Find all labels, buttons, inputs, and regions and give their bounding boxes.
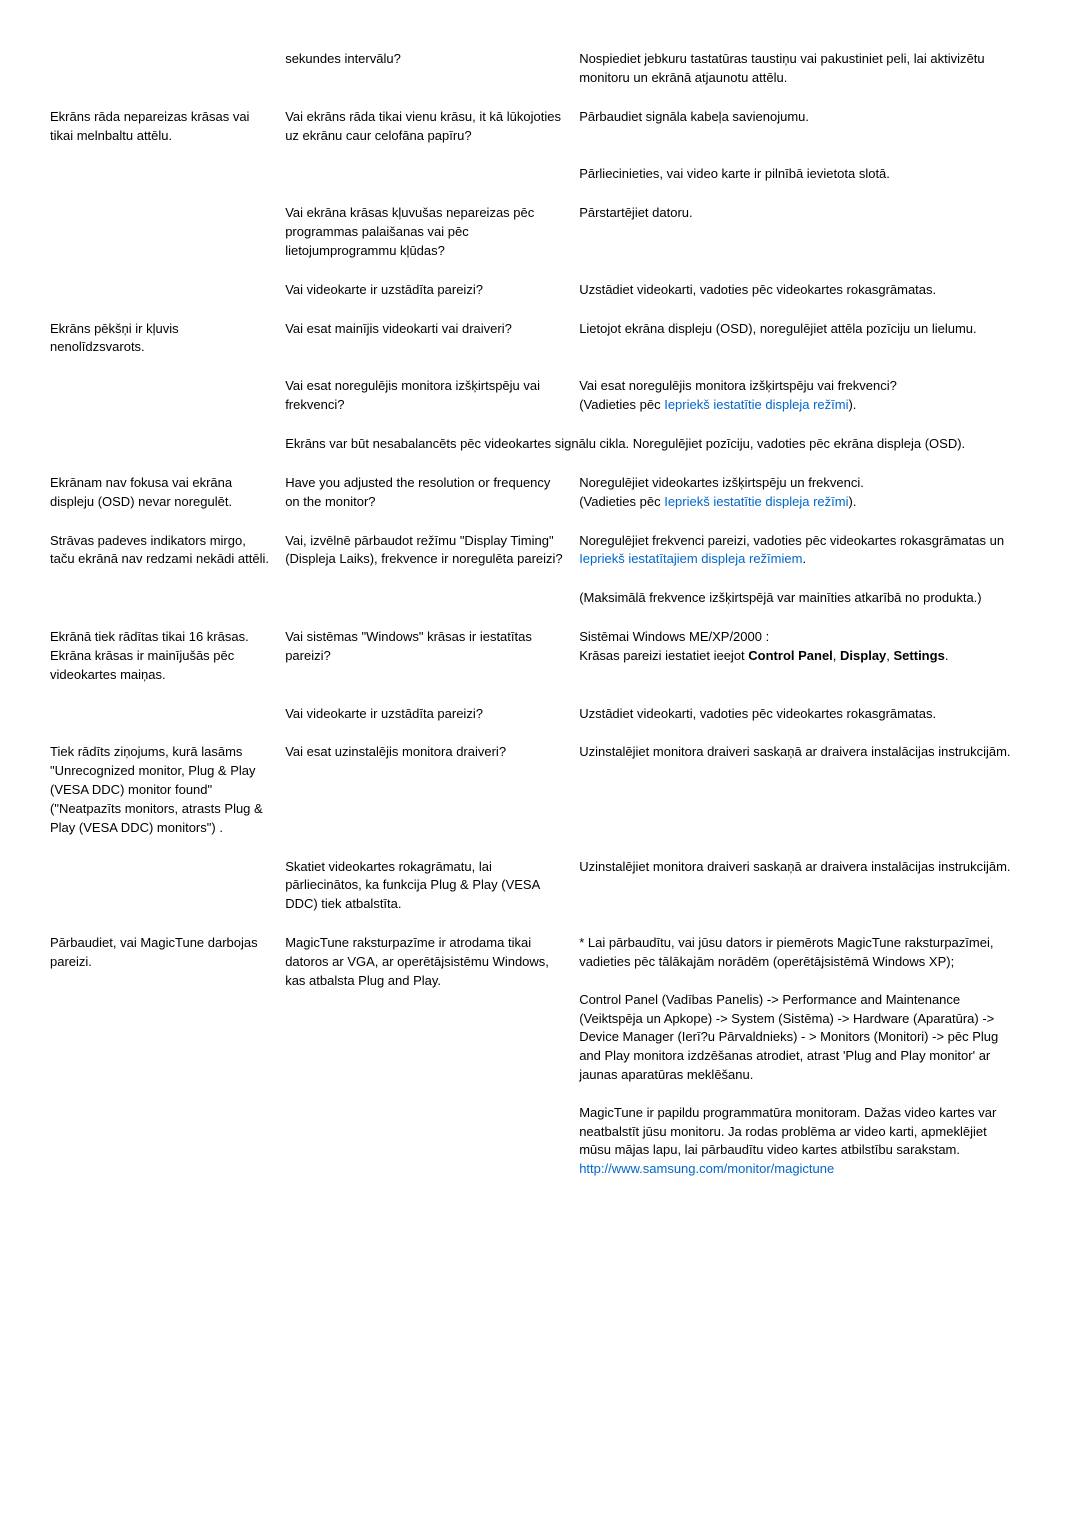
symptom-cell: Strāvas padeves indikators mirgo, taču e… — [50, 522, 285, 580]
solution-cell: * Lai pārbaudītu, vai jūsu dators ir pie… — [579, 924, 1030, 1189]
symptom-cell — [50, 194, 285, 271]
check-cell: Vai esat uzinstalējis monitora draiveri? — [285, 733, 579, 847]
symptom-cell — [50, 579, 285, 618]
symptom-cell — [50, 271, 285, 310]
solution-cell: Uzinstalējiet monitora draiveri saskaņā … — [579, 848, 1030, 925]
table-row: (Maksimālā frekvence izšķirtspējā var ma… — [50, 579, 1030, 618]
symptom-cell: Ekrāns rāda nepareizas krāsas vai tikai … — [50, 98, 285, 156]
table-row: sekundes intervālu?Nospiediet jebkuru ta… — [50, 40, 1030, 98]
check-cell: Vai esat mainījis videokarti vai draiver… — [285, 310, 579, 368]
table-row: Strāvas padeves indikators mirgo, taču e… — [50, 522, 1030, 580]
symptom-cell — [50, 695, 285, 734]
table-row: Vai videokarte ir uzstādīta pareizi?Uzst… — [50, 271, 1030, 310]
symptom-cell — [50, 425, 285, 464]
table-row: Ekrāns pēkšņi ir kļuvis nenolīdzsvarots.… — [50, 310, 1030, 368]
solution-cell: Uzstādiet videokarti, vadoties pēc video… — [579, 695, 1030, 734]
solution-cell: (Maksimālā frekvence izšķirtspējā var ma… — [579, 579, 1030, 618]
table-row: Ekrānā tiek rādītas tikai 16 krāsas. Ekr… — [50, 618, 1030, 695]
table-row: Ekrāns rāda nepareizas krāsas vai tikai … — [50, 98, 1030, 156]
solution-cell: Lietojot ekrāna displeju (OSD), noregulē… — [579, 310, 1030, 368]
check-cell: Skatiet videokartes rokagrāmatu, lai pār… — [285, 848, 579, 925]
table-row: Vai videokarte ir uzstādīta pareizi?Uzst… — [50, 695, 1030, 734]
symptom-cell — [50, 367, 285, 425]
table-row: Tiek rādīts ziņojums, kurā lasāms "Unrec… — [50, 733, 1030, 847]
solution-cell: Vai esat noregulējis monitora izšķirtspē… — [579, 367, 1030, 425]
solution-cell: Uzinstalējiet monitora draiveri saskaņā … — [579, 733, 1030, 847]
check-cell: Vai sistēmas "Windows" krāsas ir iestatī… — [285, 618, 579, 695]
table-row: Pārbaudiet, vai MagicTune darbojas parei… — [50, 924, 1030, 1189]
note-cell: Ekrāns var būt nesabalancēts pēc videoka… — [285, 425, 1030, 464]
check-cell: sekundes intervālu? — [285, 40, 579, 98]
symptom-cell: Tiek rādīts ziņojums, kurā lasāms "Unrec… — [50, 733, 285, 847]
table-row: Ekrānam nav fokusa vai ekrāna displeju (… — [50, 464, 1030, 522]
table-row: Pārliecinieties, vai video karte ir piln… — [50, 155, 1030, 194]
check-cell: Vai ekrāns rāda tikai vienu krāsu, it kā… — [285, 98, 579, 156]
symptom-cell: Pārbaudiet, vai MagicTune darbojas parei… — [50, 924, 285, 1189]
check-cell — [285, 579, 579, 618]
check-cell: Vai, izvēlnē pārbaudot režīmu "Display T… — [285, 522, 579, 580]
check-cell: Vai ekrāna krāsas kļuvušas nepareizas pē… — [285, 194, 579, 271]
check-cell: Vai videokarte ir uzstādīta pareizi? — [285, 271, 579, 310]
check-cell: MagicTune raksturpazīme ir atrodama tika… — [285, 924, 579, 1189]
check-cell: Vai videokarte ir uzstādīta pareizi? — [285, 695, 579, 734]
symptom-cell: Ekrānam nav fokusa vai ekrāna displeju (… — [50, 464, 285, 522]
solution-cell: Nospiediet jebkuru tastatūras taustiņu v… — [579, 40, 1030, 98]
table-row: Vai esat noregulējis monitora izšķirtspē… — [50, 367, 1030, 425]
troubleshooting-table: sekundes intervālu?Nospiediet jebkuru ta… — [50, 40, 1030, 1189]
solution-cell: Pārbaudiet signāla kabeļa savienojumu. — [579, 98, 1030, 156]
solution-cell: Pārstartējiet datoru. — [579, 194, 1030, 271]
table-row: Skatiet videokartes rokagrāmatu, lai pār… — [50, 848, 1030, 925]
solution-cell: Sistēmai Windows ME/XP/2000 :Krāsas pare… — [579, 618, 1030, 695]
symptom-cell: Ekrāns pēkšņi ir kļuvis nenolīdzsvarots. — [50, 310, 285, 368]
check-cell — [285, 155, 579, 194]
solution-cell: Pārliecinieties, vai video karte ir piln… — [579, 155, 1030, 194]
symptom-cell — [50, 848, 285, 925]
check-cell: Have you adjusted the resolution or freq… — [285, 464, 579, 522]
solution-cell: Noregulējiet frekvenci pareizi, vadoties… — [579, 522, 1030, 580]
solution-cell: Uzstādiet videokarti, vadoties pēc video… — [579, 271, 1030, 310]
symptom-cell: Ekrānā tiek rādītas tikai 16 krāsas. Ekr… — [50, 618, 285, 695]
symptom-cell — [50, 40, 285, 98]
table-row: Vai ekrāna krāsas kļuvušas nepareizas pē… — [50, 194, 1030, 271]
symptom-cell — [50, 155, 285, 194]
solution-cell: Noregulējiet videokartes izšķirtspēju un… — [579, 464, 1030, 522]
check-cell: Vai esat noregulējis monitora izšķirtspē… — [285, 367, 579, 425]
table-row: Ekrāns var būt nesabalancēts pēc videoka… — [50, 425, 1030, 464]
